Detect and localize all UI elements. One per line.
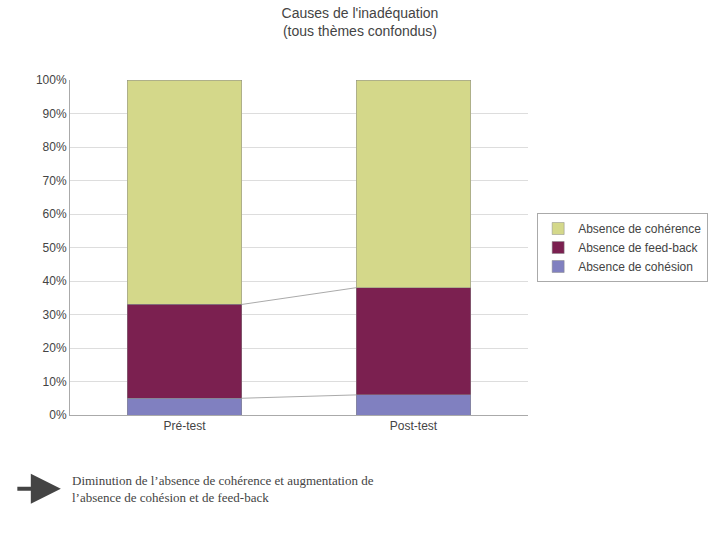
svg-text:50%: 50%: [43, 241, 67, 255]
svg-text:Pré-test: Pré-test: [163, 419, 206, 433]
svg-text:90%: 90%: [43, 107, 67, 121]
svg-text:40%: 40%: [43, 274, 67, 288]
svg-text:Post-test: Post-test: [390, 419, 438, 433]
svg-text:70%: 70%: [43, 174, 67, 188]
svg-text:60%: 60%: [43, 207, 67, 221]
svg-text:Causes de l'inadéquation(tous: Causes de l'inadéquation(tous thèmes con…: [282, 5, 439, 39]
svg-text:Diminution de l’absence de coh: Diminution de l’absence de cohérence et …: [72, 473, 374, 505]
svg-text:10%: 10%: [43, 375, 67, 389]
svg-text:20%: 20%: [43, 341, 67, 355]
svg-text:30%: 30%: [43, 308, 67, 322]
svg-text:100%: 100%: [36, 73, 67, 87]
svg-text:Absence de cohérence: Absence de cohérence: [578, 222, 701, 236]
svg-text:Absence de cohésion: Absence de cohésion: [578, 260, 693, 274]
svg-text:80%: 80%: [43, 140, 67, 154]
svg-text:0%: 0%: [49, 408, 67, 422]
svg-text:Absence de feed-back: Absence de feed-back: [578, 241, 698, 255]
